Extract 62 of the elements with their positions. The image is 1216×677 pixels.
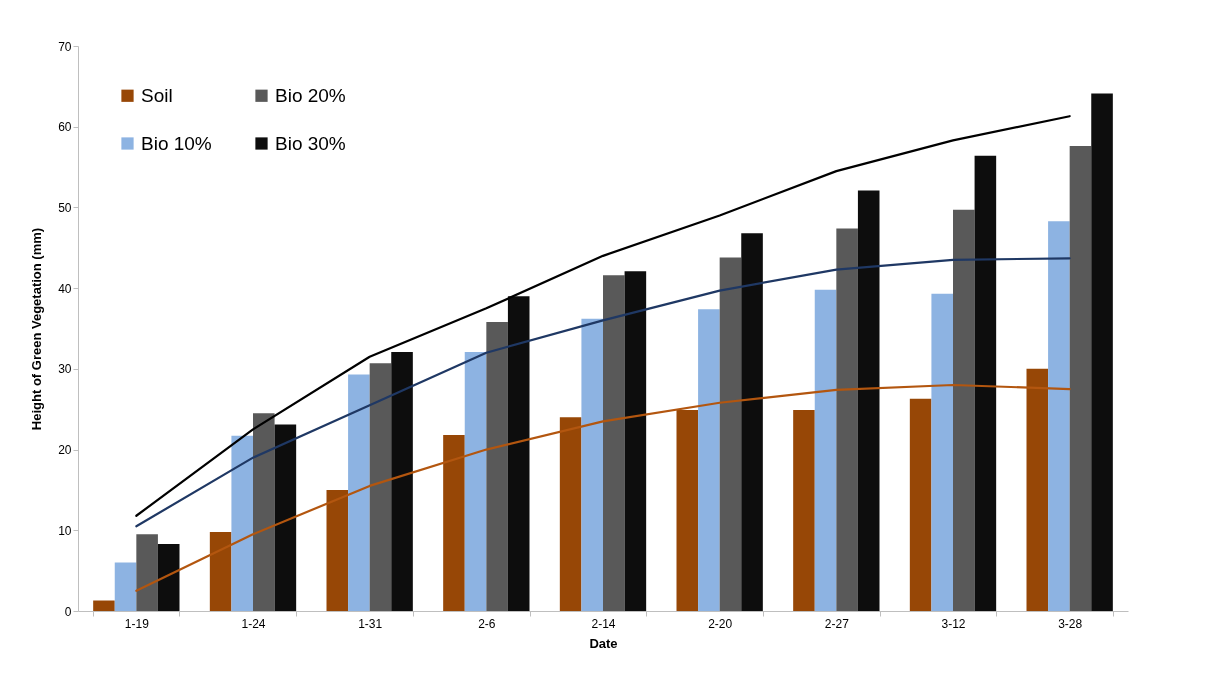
bar: [369, 363, 392, 611]
y-tick-label: 60: [58, 120, 72, 135]
bar: [581, 318, 603, 611]
x-tick-label: 1-31: [358, 616, 383, 631]
line-series: [135, 383, 1071, 592]
bar: [953, 209, 975, 611]
legend-label: Bio 20%: [275, 84, 346, 106]
bar: [486, 322, 508, 611]
y-tick-label: 50: [58, 200, 72, 215]
y-tick-label: 10: [58, 523, 72, 538]
bar: [676, 410, 699, 611]
bar: [443, 435, 465, 611]
bar: [857, 190, 880, 611]
y-tick-label: 20: [58, 443, 72, 458]
bar: [507, 296, 530, 611]
bar: [348, 374, 370, 611]
bar: [93, 600, 115, 611]
bar: [326, 489, 349, 611]
bar: [559, 417, 582, 611]
y-tick-label: 0: [64, 604, 72, 619]
legend-label: Soil: [141, 84, 173, 106]
x-axis-title: Date: [589, 635, 618, 651]
bar: [698, 309, 720, 611]
line-series: [135, 257, 1071, 528]
legend-label: Bio 10%: [141, 132, 212, 154]
bar: [719, 257, 742, 611]
legend-label: Bio 30%: [275, 132, 346, 154]
bar: [793, 410, 815, 611]
bar: [114, 562, 137, 611]
bar: [157, 544, 180, 611]
bar: [464, 351, 487, 611]
x-tick-label: 3-28: [1058, 616, 1083, 631]
bar: [931, 293, 953, 611]
bar: [1069, 146, 1092, 611]
x-tick-label: 3-12: [941, 616, 966, 631]
x-tick-label: 2-6: [478, 616, 496, 631]
bar: [603, 275, 625, 611]
x-tick-label: 2-20: [708, 616, 733, 631]
bar: [836, 228, 858, 611]
bar: [391, 351, 413, 611]
y-tick-label: 30: [58, 362, 72, 377]
bar: [624, 271, 647, 611]
bar: [1048, 221, 1070, 611]
bar: [231, 435, 253, 611]
y-tick-label: 40: [58, 281, 72, 296]
bar: [136, 534, 158, 611]
bar: [1026, 368, 1049, 611]
bar: [974, 155, 997, 611]
bar: [741, 233, 763, 611]
bar: [909, 398, 932, 611]
x-tick-label: 1-19: [124, 616, 150, 631]
bar: [274, 424, 297, 611]
bar: [814, 289, 837, 611]
bar: [253, 413, 275, 611]
y-tick-label: 70: [58, 39, 72, 54]
bar: [1091, 93, 1113, 611]
line-series: [135, 115, 1071, 517]
bar: [209, 531, 232, 611]
y-axis-title: Height of Green Vegetation (mm): [29, 227, 45, 431]
x-tick-label: 2-27: [824, 616, 850, 631]
x-tick-label: 1-24: [241, 616, 266, 631]
x-tick-label: 2-14: [591, 616, 616, 631]
